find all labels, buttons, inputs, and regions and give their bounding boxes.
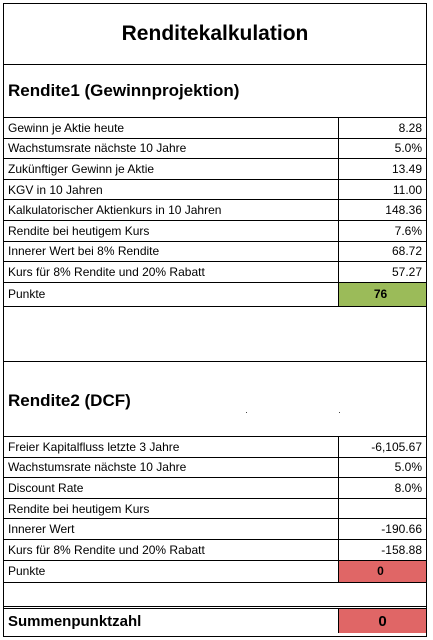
points-label: Punkte	[4, 560, 339, 582]
stray-dot	[246, 412, 247, 413]
table-row: Wachstumsrate nächste 10 Jahre 5.0%	[4, 457, 426, 479]
row-value: -190.66	[381, 522, 422, 537]
row-label: Wachstumsrate nächste 10 Jahre	[4, 138, 339, 159]
row-value: 8.28	[398, 120, 422, 135]
section-heading-rendite1: Rendite1 (Gewinnprojektion)	[8, 81, 240, 100]
summary-label: Summenpunktzahl	[4, 609, 339, 633]
table-row: Kurs für 8% Rendite und 20% Rabatt -158.…	[4, 539, 426, 561]
row-label: Kalkulatorischer Aktienkurs in 10 Jahren	[4, 200, 339, 220]
summary-value: 0	[339, 609, 426, 633]
points-row: Punkte 76	[4, 282, 426, 307]
table-row: Wachstumsrate nächste 10 Jahre 5.0%	[4, 138, 426, 160]
row-value: -6,105.67	[371, 439, 422, 454]
stray-dot	[339, 412, 340, 413]
table-row: Zukünftiger Gewinn je Aktie 13.49	[4, 159, 426, 180]
table-row: Kalkulatorischer Aktienkurs in 10 Jahren…	[4, 200, 426, 221]
empty-row	[4, 311, 426, 362]
table-row: Rendite bei heutigem Kurs 7.6%	[4, 220, 426, 242]
row-value: 68.72	[391, 244, 422, 259]
rendite1-table: Gewinn je Aktie heute 8.28 Wachstumsrate…	[4, 117, 426, 307]
row-label: Freier Kapitalfluss letzte 3 Jahre	[4, 437, 339, 457]
summary-row: Summenpunktzahl 0	[4, 608, 426, 633]
row-value: 7.6%	[394, 223, 422, 238]
points-label: Punkte	[4, 282, 339, 306]
page-title: Renditekalkulation	[4, 4, 426, 65]
table-row: Kurs für 8% Rendite und 20% Rabatt 57.27	[4, 262, 426, 283]
row-value: -158.88	[381, 542, 422, 557]
row-value: 57.27	[391, 264, 422, 279]
table-row: Discount Rate 8.0%	[4, 478, 426, 499]
row-label: Rendite bei heutigem Kurs	[4, 498, 339, 519]
empty-row	[4, 584, 426, 607]
row-value: 13.49	[391, 161, 422, 176]
row-value	[339, 499, 426, 519]
row-label: Rendite bei heutigem Kurs	[4, 220, 339, 241]
rendite2-table: Freier Kapitalfluss letzte 3 Jahre -6,10…	[4, 436, 426, 583]
table-row: Innerer Wert -190.66	[4, 519, 426, 540]
row-label: Kurs für 8% Rendite und 20% Rabatt	[4, 262, 339, 282]
table-row: KGV in 10 Jahren 11.00	[4, 179, 426, 201]
row-value: 8.0%	[394, 480, 422, 495]
row-label: Kurs für 8% Rendite und 20% Rabatt	[4, 539, 339, 560]
row-value: 11.00	[392, 182, 422, 197]
points-value: 76	[339, 282, 426, 306]
row-label: Gewinn je Aktie heute	[4, 118, 339, 138]
row-label: Discount Rate	[4, 478, 339, 498]
table-row: Gewinn je Aktie heute 8.28	[4, 118, 426, 139]
table-row: Innerer Wert bei 8% Rendite 68.72	[4, 241, 426, 263]
table-row: Freier Kapitalfluss letzte 3 Jahre -6,10…	[4, 437, 426, 458]
row-label: KGV in 10 Jahren	[4, 179, 339, 200]
row-label: Innerer Wert bei 8% Rendite	[4, 241, 339, 262]
table-row: Rendite bei heutigem Kurs	[4, 498, 426, 520]
spreadsheet: Renditekalkulation Rendite1 (Gewinnproje…	[3, 3, 427, 637]
section-heading-rendite2: Rendite2 (DCF)	[8, 391, 131, 410]
row-label: Wachstumsrate nächste 10 Jahre	[4, 457, 339, 478]
row-value: 5.0%	[394, 141, 422, 156]
points-value: 0	[339, 560, 426, 582]
row-value: 5.0%	[394, 460, 422, 475]
row-label: Zukünftiger Gewinn je Aktie	[4, 159, 339, 179]
row-value: 148.36	[385, 203, 422, 218]
row-label: Innerer Wert	[4, 519, 339, 539]
points-row: Punkte 0	[4, 560, 426, 583]
